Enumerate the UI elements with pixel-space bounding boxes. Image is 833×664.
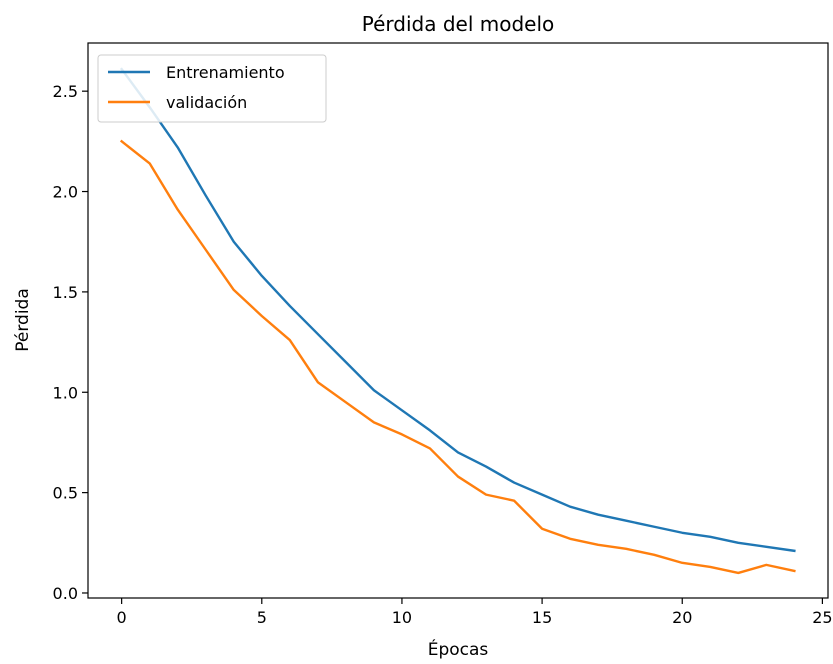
chart-title: Pérdida del modelo [362,12,555,36]
y-axis: 0.0 0.5 1.0 1.5 2.0 2.5 [53,82,88,603]
x-tick-label: 10 [392,608,412,627]
x-tick-label: 25 [812,608,832,627]
x-axis: 0 5 10 15 20 25 [117,598,833,627]
y-tick-label: 2.0 [53,183,78,202]
legend: Entrenamiento validación [98,55,326,122]
plot-background [88,43,828,598]
legend-label-1: Entrenamiento [166,63,285,82]
y-tick-label: 2.5 [53,82,78,101]
y-axis-label: Pérdida [13,288,33,352]
x-tick-label: 5 [257,608,267,627]
x-tick-label: 15 [532,608,552,627]
y-tick-label: 0.5 [53,484,78,503]
x-axis-label: Épocas [428,638,489,660]
y-tick-label: 1.5 [53,283,78,302]
x-tick-label: 20 [672,608,692,627]
legend-label-2: validación [166,93,247,112]
y-tick-label: 0.0 [53,584,78,603]
x-tick-label: 0 [117,608,127,627]
y-tick-label: 1.0 [53,383,78,402]
